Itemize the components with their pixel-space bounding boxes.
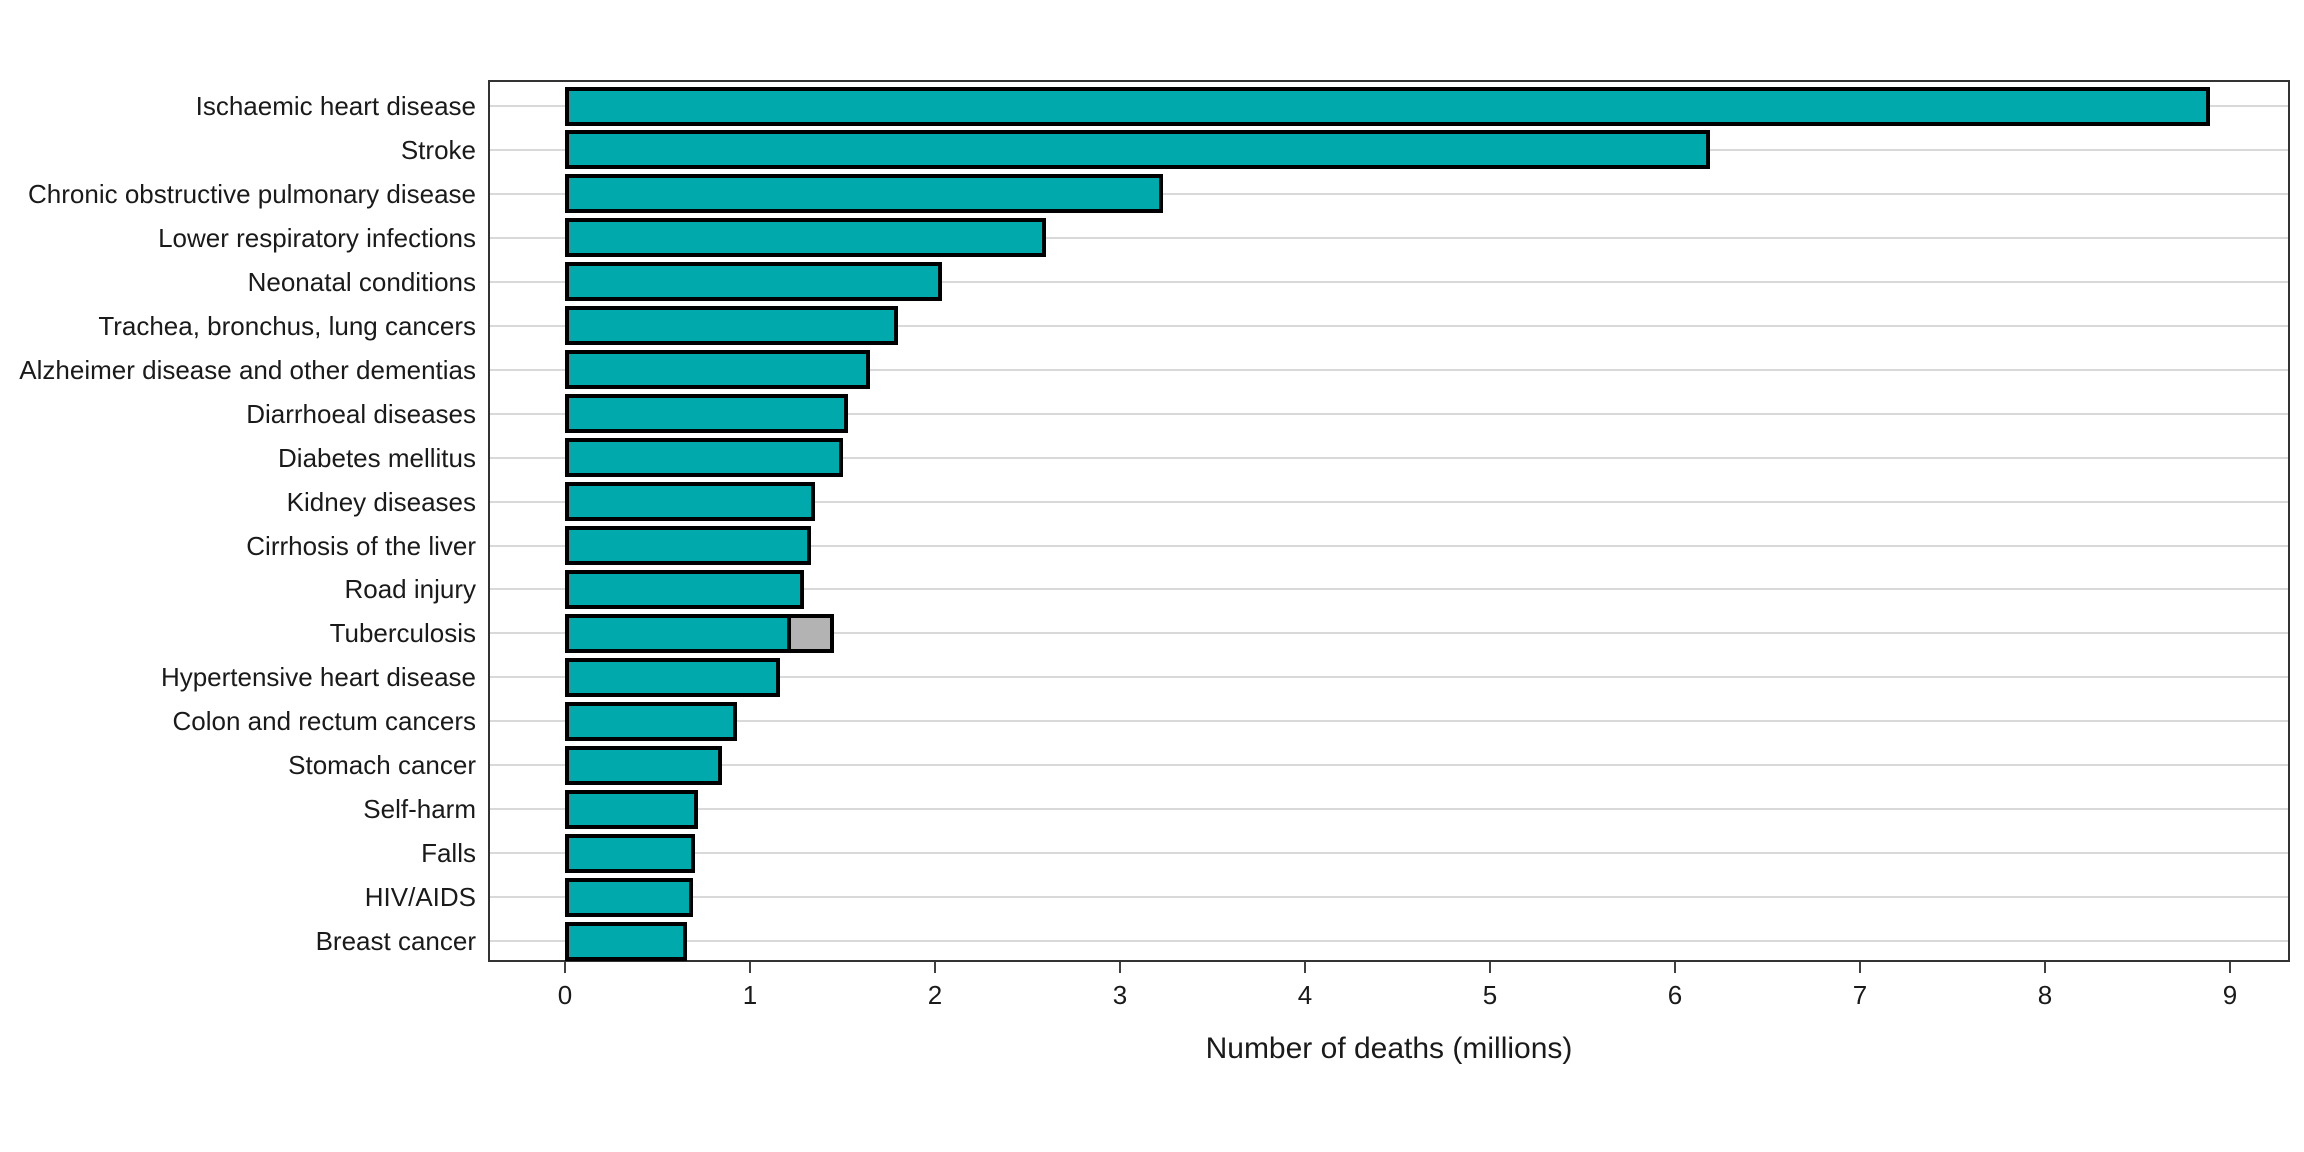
y-axis-label: Lower respiratory infections bbox=[158, 222, 476, 253]
bar-road-injury bbox=[565, 569, 804, 609]
x-tick-label: 4 bbox=[1297, 980, 1313, 1010]
bar-segment-extra bbox=[786, 613, 834, 653]
gridline bbox=[490, 764, 2288, 767]
x-axis-title: Number of deaths (millions) bbox=[1205, 1032, 1573, 1065]
bar-lower-respiratory-infections bbox=[565, 218, 1046, 258]
y-axis-label: Trachea, bronchus, lung cancers bbox=[98, 310, 476, 341]
x-tick-mark bbox=[564, 962, 566, 973]
bar-chronic-obstructive-pulmonary-disease bbox=[565, 174, 1163, 214]
bar-hiv-aids bbox=[565, 877, 693, 917]
x-tick-mark bbox=[1859, 962, 1861, 973]
gridline bbox=[490, 544, 2288, 547]
bar-breast-cancer bbox=[565, 921, 688, 961]
gridline bbox=[490, 676, 2288, 679]
bar-stomach-cancer bbox=[565, 745, 723, 785]
y-axis-label: Kidney diseases bbox=[286, 486, 476, 517]
bar-colon-and-rectum-cancers bbox=[565, 701, 738, 741]
x-tick-mark bbox=[2044, 962, 2046, 973]
y-axis-labels: Ischaemic heart disease Stroke Chronic obs… bbox=[0, 80, 476, 962]
x-tick-label: 3 bbox=[1112, 980, 1128, 1010]
x-tick-mark bbox=[2229, 962, 2231, 973]
gridline bbox=[490, 280, 2288, 283]
bar-alzheimer-disease-and-other-dementias bbox=[565, 350, 871, 390]
plot-panel bbox=[488, 80, 2290, 962]
gridline bbox=[490, 500, 2288, 503]
y-axis-label: Diabetes mellitus bbox=[278, 442, 476, 473]
gridline bbox=[490, 588, 2288, 591]
gridline bbox=[490, 852, 2288, 855]
bar-diarrhoeal-diseases bbox=[565, 394, 849, 434]
gridline bbox=[490, 456, 2288, 459]
bar-trachea-bronchus-lung-cancers bbox=[565, 306, 898, 346]
bar-ischaemic-heart-disease bbox=[565, 86, 2210, 126]
y-axis-label: Chronic obstructive pulmonary disease bbox=[28, 178, 476, 209]
bar-cirrhosis-of-the-liver bbox=[565, 526, 812, 565]
y-axis-label: Neonatal conditions bbox=[247, 266, 476, 297]
bar-tuberculosis bbox=[565, 613, 791, 653]
gridline bbox=[490, 324, 2288, 327]
bar-falls bbox=[565, 833, 695, 873]
y-axis-label: Colon and rectum cancers bbox=[172, 706, 476, 737]
bar-diabetes-mellitus bbox=[565, 438, 843, 478]
gridline bbox=[490, 720, 2288, 723]
y-axis-label: Cirrhosis of the liver bbox=[246, 530, 476, 561]
bar-self-harm bbox=[565, 789, 699, 829]
x-tick-label: 6 bbox=[1667, 980, 1683, 1010]
y-axis-label: Hypertensive heart disease bbox=[160, 662, 476, 693]
gridline bbox=[490, 368, 2288, 371]
gridline bbox=[490, 632, 2288, 635]
bar-stroke bbox=[565, 130, 1711, 170]
bar-kidney-diseases bbox=[565, 482, 815, 522]
y-axis-label: Alzheimer disease and other dementias bbox=[19, 354, 476, 385]
x-tick-label: 2 bbox=[927, 980, 943, 1010]
x-tick-mark bbox=[934, 962, 936, 973]
gridline bbox=[490, 808, 2288, 811]
x-tick-mark bbox=[1674, 962, 1676, 973]
gridline bbox=[490, 236, 2288, 239]
gridline bbox=[490, 192, 2288, 195]
y-axis-label: Self-harm bbox=[363, 794, 476, 825]
bar-neonatal-conditions bbox=[565, 262, 943, 302]
y-axis-label: Tuberculosis bbox=[329, 618, 476, 649]
x-tick-mark bbox=[1489, 962, 1491, 973]
x-tick-label: 9 bbox=[2222, 980, 2238, 1010]
y-axis-label: Stomach cancer bbox=[288, 750, 476, 781]
x-tick-label: 1 bbox=[742, 980, 758, 1010]
y-axis-label: Ischaemic heart disease bbox=[195, 91, 476, 121]
y-axis-label: Diarrhoeal diseases bbox=[246, 398, 476, 429]
x-tick-label: 5 bbox=[1482, 980, 1498, 1010]
y-axis-label: Breast cancer bbox=[315, 926, 476, 957]
gridline bbox=[490, 896, 2288, 899]
x-tick-mark bbox=[1119, 962, 1121, 973]
gridline bbox=[490, 412, 2288, 415]
y-axis-label: Road injury bbox=[344, 574, 476, 605]
gridline bbox=[490, 940, 2288, 943]
x-tick-label: 8 bbox=[2037, 980, 2053, 1010]
x-tick-label: 0 bbox=[557, 980, 573, 1010]
x-tick-mark bbox=[1304, 962, 1306, 973]
y-axis-label: Falls bbox=[421, 838, 476, 869]
y-axis-label: Stroke bbox=[400, 134, 476, 165]
x-tick-label: 7 bbox=[1852, 980, 1868, 1010]
bar-hypertensive-heart-disease bbox=[565, 657, 780, 697]
y-axis-label: HIV/AIDS bbox=[364, 882, 476, 913]
x-tick-mark bbox=[749, 962, 751, 973]
